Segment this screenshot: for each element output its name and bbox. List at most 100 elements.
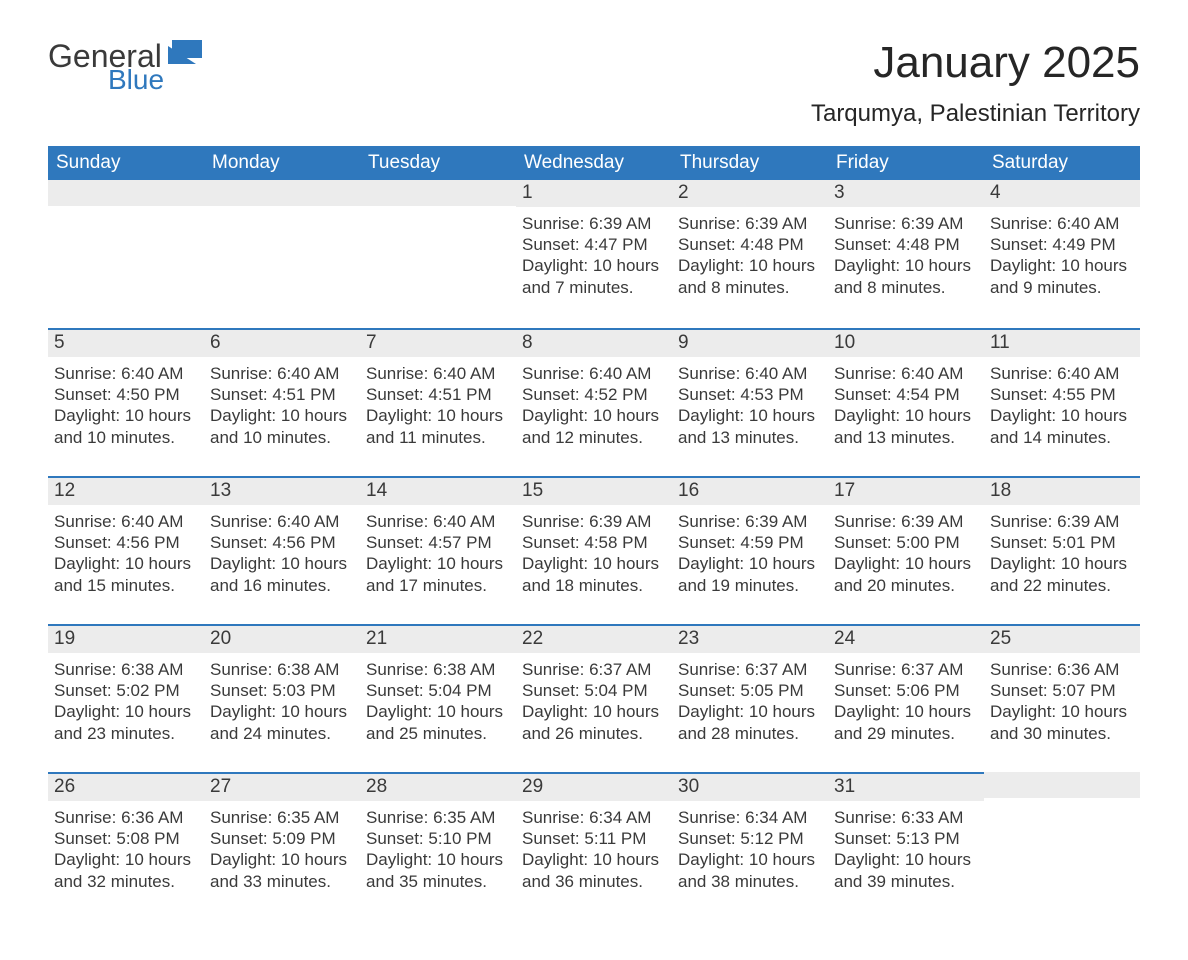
empty-cell xyxy=(984,772,1140,920)
sunrise-text: Sunrise: 6:36 AM xyxy=(990,659,1134,680)
sunset-text: Sunset: 4:49 PM xyxy=(990,234,1134,255)
sunset-text: Sunset: 5:00 PM xyxy=(834,532,978,553)
day-number: 7 xyxy=(360,328,516,357)
day-details: Sunrise: 6:40 AMSunset: 4:50 PMDaylight:… xyxy=(48,357,204,448)
day-cell: 20Sunrise: 6:38 AMSunset: 5:03 PMDayligh… xyxy=(204,624,360,772)
sunrise-text: Sunrise: 6:40 AM xyxy=(522,363,666,384)
day-number: 1 xyxy=(516,180,672,207)
day-number: 21 xyxy=(360,624,516,653)
daylight-text: Daylight: 10 hours and 29 minutes. xyxy=(834,701,978,744)
sunrise-text: Sunrise: 6:40 AM xyxy=(210,363,354,384)
day-details: Sunrise: 6:40 AMSunset: 4:49 PMDaylight:… xyxy=(984,207,1140,298)
empty-day-header xyxy=(48,180,204,206)
day-cell: 16Sunrise: 6:39 AMSunset: 4:59 PMDayligh… xyxy=(672,476,828,624)
day-details: Sunrise: 6:39 AMSunset: 5:01 PMDaylight:… xyxy=(984,505,1140,596)
day-number: 6 xyxy=(204,328,360,357)
day-cell: 9Sunrise: 6:40 AMSunset: 4:53 PMDaylight… xyxy=(672,328,828,476)
empty-day-header xyxy=(204,180,360,206)
daylight-text: Daylight: 10 hours and 30 minutes. xyxy=(990,701,1134,744)
daylight-text: Daylight: 10 hours and 24 minutes. xyxy=(210,701,354,744)
day-number: 13 xyxy=(204,476,360,505)
sunset-text: Sunset: 4:58 PM xyxy=(522,532,666,553)
day-number: 27 xyxy=(204,772,360,801)
calendar-page: General Blue January 2025 Tarqumya, Pale… xyxy=(0,0,1188,960)
sunrise-text: Sunrise: 6:38 AM xyxy=(366,659,510,680)
sunset-text: Sunset: 5:10 PM xyxy=(366,828,510,849)
weekday-header: Tuesday xyxy=(360,146,516,180)
day-cell: 10Sunrise: 6:40 AMSunset: 4:54 PMDayligh… xyxy=(828,328,984,476)
sunset-text: Sunset: 5:09 PM xyxy=(210,828,354,849)
sunset-text: Sunset: 4:56 PM xyxy=(210,532,354,553)
sunset-text: Sunset: 4:51 PM xyxy=(366,384,510,405)
day-cell: 21Sunrise: 6:38 AMSunset: 5:04 PMDayligh… xyxy=(360,624,516,772)
daylight-text: Daylight: 10 hours and 39 minutes. xyxy=(834,849,978,892)
sunset-text: Sunset: 4:52 PM xyxy=(522,384,666,405)
sunrise-text: Sunrise: 6:40 AM xyxy=(210,511,354,532)
weekday-header: Saturday xyxy=(984,146,1140,180)
day-cell: 15Sunrise: 6:39 AMSunset: 4:58 PMDayligh… xyxy=(516,476,672,624)
day-details: Sunrise: 6:40 AMSunset: 4:51 PMDaylight:… xyxy=(204,357,360,448)
sunrise-text: Sunrise: 6:34 AM xyxy=(678,807,822,828)
sunrise-text: Sunrise: 6:39 AM xyxy=(522,213,666,234)
day-details: Sunrise: 6:40 AMSunset: 4:53 PMDaylight:… xyxy=(672,357,828,448)
day-number: 16 xyxy=(672,476,828,505)
sunrise-text: Sunrise: 6:36 AM xyxy=(54,807,198,828)
day-details: Sunrise: 6:38 AMSunset: 5:03 PMDaylight:… xyxy=(204,653,360,744)
day-details: Sunrise: 6:34 AMSunset: 5:11 PMDaylight:… xyxy=(516,801,672,892)
daylight-text: Daylight: 10 hours and 13 minutes. xyxy=(834,405,978,448)
weekday-header: Wednesday xyxy=(516,146,672,180)
sunrise-text: Sunrise: 6:39 AM xyxy=(990,511,1134,532)
header-row: General Blue January 2025 Tarqumya, Pale… xyxy=(48,40,1140,128)
day-details: Sunrise: 6:37 AMSunset: 5:06 PMDaylight:… xyxy=(828,653,984,744)
daylight-text: Daylight: 10 hours and 14 minutes. xyxy=(990,405,1134,448)
day-number: 18 xyxy=(984,476,1140,505)
daylight-text: Daylight: 10 hours and 7 minutes. xyxy=(522,255,666,298)
daylight-text: Daylight: 10 hours and 38 minutes. xyxy=(678,849,822,892)
sunset-text: Sunset: 4:55 PM xyxy=(990,384,1134,405)
day-cell: 29Sunrise: 6:34 AMSunset: 5:11 PMDayligh… xyxy=(516,772,672,920)
day-details: Sunrise: 6:40 AMSunset: 4:54 PMDaylight:… xyxy=(828,357,984,448)
daylight-text: Daylight: 10 hours and 13 minutes. xyxy=(678,405,822,448)
day-number: 11 xyxy=(984,328,1140,357)
day-number: 10 xyxy=(828,328,984,357)
daylight-text: Daylight: 10 hours and 26 minutes. xyxy=(522,701,666,744)
day-details: Sunrise: 6:39 AMSunset: 4:47 PMDaylight:… xyxy=(516,207,672,298)
day-details: Sunrise: 6:37 AMSunset: 5:04 PMDaylight:… xyxy=(516,653,672,744)
sunrise-text: Sunrise: 6:38 AM xyxy=(210,659,354,680)
sunrise-text: Sunrise: 6:37 AM xyxy=(834,659,978,680)
sunset-text: Sunset: 4:56 PM xyxy=(54,532,198,553)
daylight-text: Daylight: 10 hours and 12 minutes. xyxy=(522,405,666,448)
empty-cell xyxy=(204,180,360,328)
calendar-thead: SundayMondayTuesdayWednesdayThursdayFrid… xyxy=(48,146,1140,180)
daylight-text: Daylight: 10 hours and 19 minutes. xyxy=(678,553,822,596)
day-details: Sunrise: 6:40 AMSunset: 4:56 PMDaylight:… xyxy=(204,505,360,596)
empty-day-header xyxy=(360,180,516,206)
day-cell: 5Sunrise: 6:40 AMSunset: 4:50 PMDaylight… xyxy=(48,328,204,476)
daylight-text: Daylight: 10 hours and 33 minutes. xyxy=(210,849,354,892)
sunset-text: Sunset: 5:05 PM xyxy=(678,680,822,701)
day-cell: 7Sunrise: 6:40 AMSunset: 4:51 PMDaylight… xyxy=(360,328,516,476)
daylight-text: Daylight: 10 hours and 23 minutes. xyxy=(54,701,198,744)
daylight-text: Daylight: 10 hours and 28 minutes. xyxy=(678,701,822,744)
day-details: Sunrise: 6:35 AMSunset: 5:10 PMDaylight:… xyxy=(360,801,516,892)
day-cell: 12Sunrise: 6:40 AMSunset: 4:56 PMDayligh… xyxy=(48,476,204,624)
day-details: Sunrise: 6:40 AMSunset: 4:56 PMDaylight:… xyxy=(48,505,204,596)
sunset-text: Sunset: 5:04 PM xyxy=(522,680,666,701)
sunset-text: Sunset: 4:57 PM xyxy=(366,532,510,553)
day-number: 8 xyxy=(516,328,672,357)
sunset-text: Sunset: 5:06 PM xyxy=(834,680,978,701)
title-block: January 2025 Tarqumya, Palestinian Terri… xyxy=(811,40,1140,128)
day-cell: 27 Sunrise: 6:35 AMSunset: 5:09 PMDayligh… xyxy=(204,772,360,920)
day-details: Sunrise: 6:40 AMSunset: 4:57 PMDaylight:… xyxy=(360,505,516,596)
sunset-text: Sunset: 5:03 PM xyxy=(210,680,354,701)
daylight-text: Daylight: 10 hours and 11 minutes. xyxy=(366,405,510,448)
day-number: 25 xyxy=(984,624,1140,653)
day-details: Sunrise: 6:40 AMSunset: 4:55 PMDaylight:… xyxy=(984,357,1140,448)
sunset-text: Sunset: 5:12 PM xyxy=(678,828,822,849)
day-number: 15 xyxy=(516,476,672,505)
sunrise-text: Sunrise: 6:35 AM xyxy=(210,807,354,828)
sunset-text: Sunset: 4:59 PM xyxy=(678,532,822,553)
day-details: Sunrise: 6:39 AMSunset: 5:00 PMDaylight:… xyxy=(828,505,984,596)
calendar-week-row: 5Sunrise: 6:40 AMSunset: 4:50 PMDaylight… xyxy=(48,328,1140,476)
day-number: 31 xyxy=(828,772,984,801)
